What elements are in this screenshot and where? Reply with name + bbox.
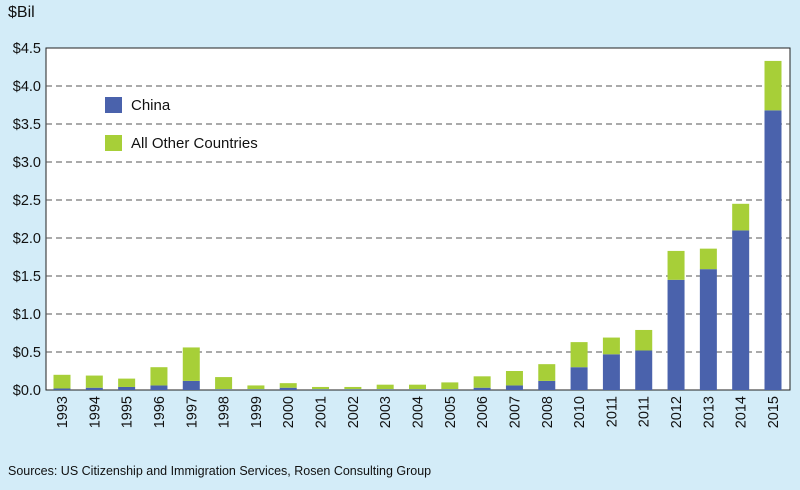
x-axis-ticks: 1993 1994 1995 1996 1997 1998 1999 2000 2001 2002…	[55, 396, 782, 428]
bar-all-other-countries-2007	[505, 371, 523, 386]
y-tick-label: $3.0	[13, 155, 41, 171]
x-tick-label: 1995	[120, 396, 136, 428]
grid-lines	[46, 85, 790, 353]
bar-china-2000	[279, 387, 297, 390]
bar-all-other-countries-1997	[182, 347, 200, 381]
bar-china-2014	[732, 230, 750, 390]
bar-all-other-countries-2008	[538, 364, 556, 381]
bar-all-other-countries-1999	[247, 385, 265, 390]
x-tick-label: 2003	[378, 396, 394, 428]
bar-china-2011	[602, 354, 620, 390]
bar-china-1997	[182, 380, 200, 390]
bar-china-2012	[667, 279, 685, 390]
x-tick-label: 2015	[766, 396, 782, 428]
bar-all-other-countries-1998	[215, 377, 233, 390]
y-tick-label: $2.5	[13, 193, 41, 209]
bar-china-1998	[215, 389, 233, 390]
x-tick-label: 1994	[87, 396, 103, 428]
bar-china-2004	[409, 389, 426, 390]
bar-china-2005	[441, 389, 459, 390]
bar-china-2001	[312, 389, 330, 390]
bar-china-1996	[150, 385, 168, 390]
bar-china-2007	[505, 385, 523, 390]
y-tick-label: $1.0	[13, 307, 41, 323]
x-tick-label: 2013	[701, 396, 717, 428]
bar-china-1999	[247, 389, 265, 390]
bar-china-2003	[376, 389, 394, 390]
y-tick-label: $3.5	[13, 117, 41, 133]
source-note: Sources: US Citizenship and Immigration …	[8, 464, 432, 478]
y-tick-label: $4.0	[13, 79, 41, 95]
bar-china-2002	[344, 389, 362, 390]
bar-all-other-countries-2014	[732, 203, 750, 231]
y-tick-label: $0.0	[13, 383, 41, 399]
legend-swatch-all-other-countries	[105, 135, 122, 151]
x-tick-label: 2008	[540, 396, 556, 428]
bar-china-2008	[538, 380, 556, 390]
bar-china-1993	[53, 388, 71, 390]
legend-label-all-other-countries: All Other Countries	[131, 135, 258, 152]
x-tick-label: 2011	[637, 396, 653, 427]
bar-china-2011	[635, 350, 653, 390]
bar-all-other-countries-1994	[85, 375, 103, 388]
x-tick-label: 2006	[475, 396, 491, 428]
bar-all-other-countries-2002	[344, 386, 362, 390]
y-unit-label: $Bil	[8, 4, 35, 21]
y-tick-label: $0.5	[13, 345, 41, 361]
plot-area	[45, 47, 791, 391]
bar-all-other-countries-2010	[570, 342, 588, 368]
x-tick-label: 1999	[249, 396, 265, 428]
bar-china-2010	[570, 367, 588, 390]
bar-all-other-countries-1993	[53, 374, 71, 389]
x-tick-label: 2012	[669, 396, 685, 428]
x-tick-label: 2005	[443, 396, 459, 428]
x-tick-label: 2014	[734, 396, 750, 428]
y-tick-label: $4.5	[13, 41, 41, 57]
x-tick-label: 2001	[314, 396, 330, 428]
x-tick-label: 2002	[346, 396, 362, 428]
bar-all-other-countries-2003	[376, 384, 394, 390]
bar-all-other-countries-1995	[118, 378, 136, 387]
x-tick-label: 2000	[281, 396, 297, 428]
x-tick-label: 2010	[572, 396, 588, 428]
x-tick-label: 2004	[411, 396, 427, 428]
bar-china-1995	[118, 386, 136, 390]
y-tick-label: $2.0	[13, 231, 41, 247]
bar-all-other-countries-2011	[602, 337, 620, 355]
bar-all-other-countries-2000	[279, 383, 297, 388]
legend: China All Other Countries	[105, 97, 258, 152]
bar-all-other-countries-1996	[150, 367, 168, 386]
x-tick-label: 2011	[604, 396, 620, 427]
bar-all-other-countries-2013	[699, 248, 717, 270]
bar-all-other-countries-2001	[312, 386, 330, 390]
x-tick-label: 2007	[507, 396, 523, 428]
bar-group	[53, 60, 782, 390]
bar-all-other-countries-2004	[409, 384, 426, 390]
bar-all-other-countries-2015	[764, 60, 782, 111]
bar-china-2006	[473, 387, 491, 390]
bar-china-2015	[764, 110, 782, 390]
y-axis-ticks: $0.0 $0.5 $1.0 $1.5 $2.0 $2.5 $3.0 $3.5 $4.0 $4.5	[13, 41, 41, 399]
x-tick-label: 1996	[152, 396, 168, 428]
bar-all-other-countries-2011	[635, 329, 653, 351]
legend-label-china: China	[131, 97, 171, 114]
bar-china-1994	[85, 387, 103, 390]
x-tick-label: 1998	[217, 396, 233, 428]
y-tick-label: $1.5	[13, 269, 41, 285]
x-tick-label: 1997	[184, 396, 200, 428]
bar-all-other-countries-2006	[473, 376, 491, 388]
legend-swatch-china	[105, 97, 122, 113]
x-tick-label: 1993	[55, 396, 71, 428]
bar-china-2013	[699, 269, 717, 390]
bar-all-other-countries-2005	[441, 382, 459, 390]
bar-all-other-countries-2012	[667, 250, 685, 280]
